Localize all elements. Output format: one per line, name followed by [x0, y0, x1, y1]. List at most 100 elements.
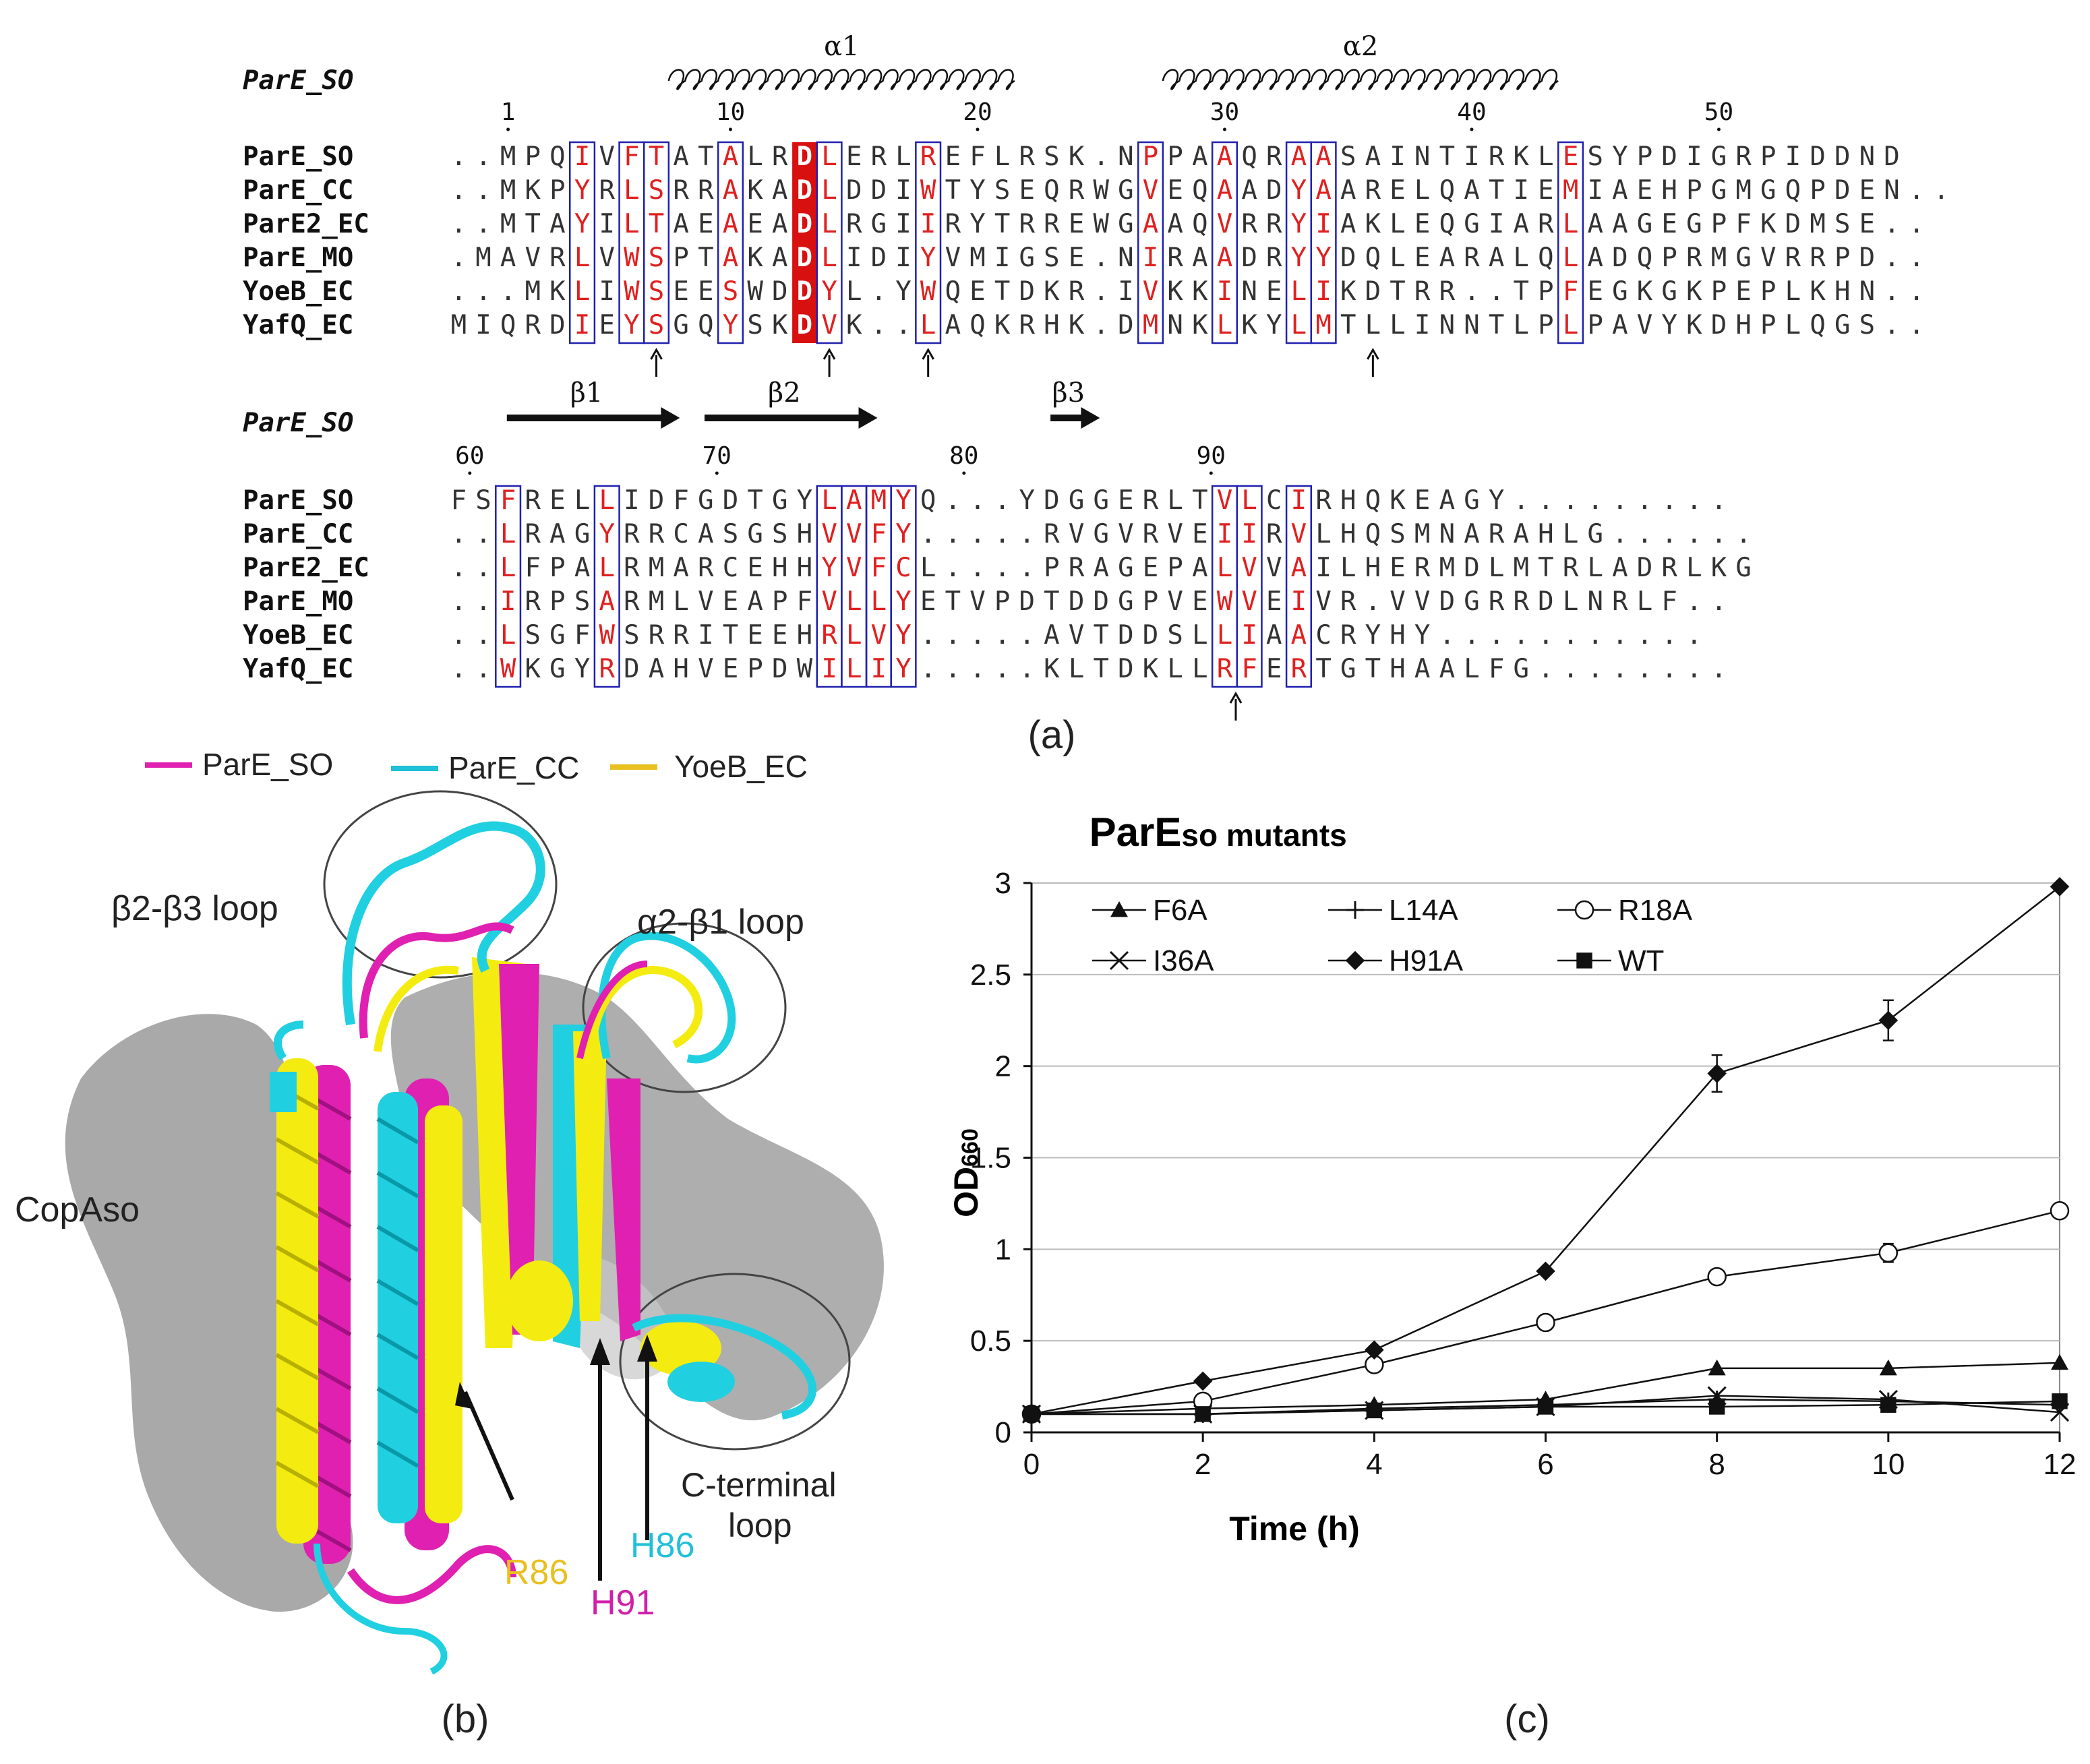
residue: R	[846, 209, 862, 239]
residue: M	[500, 175, 516, 206]
residue: T	[1044, 586, 1059, 617]
residue: A	[1612, 310, 1628, 340]
residue: D	[871, 175, 887, 206]
h86-label: H86	[630, 1526, 694, 1565]
residue: R	[549, 243, 566, 273]
residue: G	[1612, 276, 1628, 307]
residue: R	[1735, 142, 1752, 172]
residue: .	[1686, 519, 1702, 549]
residue: .	[920, 519, 936, 549]
a2b1-loop-circle	[582, 922, 787, 1093]
residue: P	[1637, 142, 1652, 172]
residue: .	[475, 654, 491, 684]
residue: H	[1538, 519, 1553, 549]
residue: M	[1711, 243, 1727, 273]
residue: L	[599, 553, 614, 583]
y-tick-label: 0	[995, 1416, 1011, 1449]
residue: .	[1019, 620, 1035, 650]
residue: I	[599, 276, 614, 307]
residue: .	[1884, 276, 1899, 307]
residue: Q	[1439, 175, 1455, 206]
residue: R	[1340, 620, 1356, 650]
residue: R	[1661, 553, 1677, 583]
residue: Y	[624, 310, 639, 340]
residue: G	[698, 485, 713, 516]
residue: P	[1834, 243, 1850, 273]
residue: V	[698, 654, 713, 684]
residue: K	[525, 654, 541, 684]
residue: .	[969, 553, 985, 583]
residue: L	[821, 175, 837, 206]
conserved-column-similar	[890, 485, 917, 688]
residue: G	[1340, 654, 1356, 684]
residue: R	[525, 310, 541, 340]
residue: A	[1340, 209, 1356, 239]
conserved-column-similar	[1236, 485, 1263, 688]
residue: F	[500, 485, 516, 516]
residue: V	[698, 586, 713, 617]
residue: T	[723, 620, 738, 650]
residue: R	[1514, 586, 1530, 617]
residue: .	[945, 485, 961, 516]
residue: D	[1093, 586, 1108, 617]
residue: L	[1241, 485, 1257, 516]
residue: A	[500, 243, 516, 273]
residue: E	[1143, 553, 1158, 583]
residue: I	[1390, 142, 1405, 172]
residue: S	[1044, 243, 1059, 273]
residue: T	[1093, 654, 1108, 684]
residue: E	[698, 276, 713, 307]
residue: D	[649, 485, 664, 516]
residue: L	[1340, 553, 1356, 583]
residue: E	[1390, 553, 1405, 583]
residue: R	[1538, 209, 1554, 239]
sequence-name: ParE2_EC	[243, 209, 369, 239]
y-tick-label: 3	[995, 867, 1011, 900]
residue: A	[1266, 620, 1282, 650]
residue: H	[1340, 485, 1356, 516]
data-point-wt	[1023, 1406, 1040, 1422]
residue: .	[1093, 276, 1108, 307]
residue: .	[1563, 620, 1578, 650]
residue: Y	[599, 519, 614, 549]
residue: A	[1315, 175, 1331, 206]
residue: K	[1711, 553, 1727, 583]
residue: V	[599, 142, 614, 172]
residue: G	[1118, 586, 1133, 617]
residue: I	[1241, 620, 1257, 650]
residue: L	[1785, 310, 1801, 340]
residue: L	[1514, 243, 1529, 273]
residue: E	[1266, 654, 1282, 684]
residue: M	[1315, 310, 1331, 340]
data-point-r18a	[1536, 1312, 1555, 1333]
residue: .	[451, 243, 467, 273]
chart-legend: F6A L14A R18A I36A H91A WT	[1092, 894, 1693, 977]
residue: K	[1192, 310, 1208, 340]
residue: .	[1464, 276, 1479, 307]
residue: .	[475, 519, 491, 549]
residue: E	[1637, 175, 1652, 206]
residue: .	[1489, 620, 1504, 650]
residue: N	[1884, 175, 1899, 206]
residue: I	[895, 209, 911, 239]
residue: L	[1563, 519, 1578, 549]
residue: A	[1612, 175, 1628, 206]
residue: L	[821, 485, 837, 516]
residue: .	[475, 142, 491, 172]
residue: .	[1637, 620, 1652, 650]
residue: .	[994, 553, 1010, 583]
residue: K	[1069, 310, 1085, 340]
residue: M	[451, 310, 467, 340]
residue: .	[920, 654, 936, 684]
residue: Q	[500, 310, 516, 340]
residue: P	[747, 654, 763, 684]
residue: F	[871, 553, 887, 583]
residue: R	[624, 519, 640, 549]
residue: L	[1217, 553, 1232, 583]
residue: A	[1167, 209, 1183, 239]
residue: G	[549, 654, 565, 684]
chart-layer: 0 0.5 1 1.5 2 2.5 3 0 2 4 6 8 10 12 F6A L14A R18A I36A H91…	[970, 867, 2077, 1481]
residue: .	[994, 485, 1010, 516]
residue: A	[1414, 654, 1430, 684]
residue: D	[1118, 654, 1133, 684]
